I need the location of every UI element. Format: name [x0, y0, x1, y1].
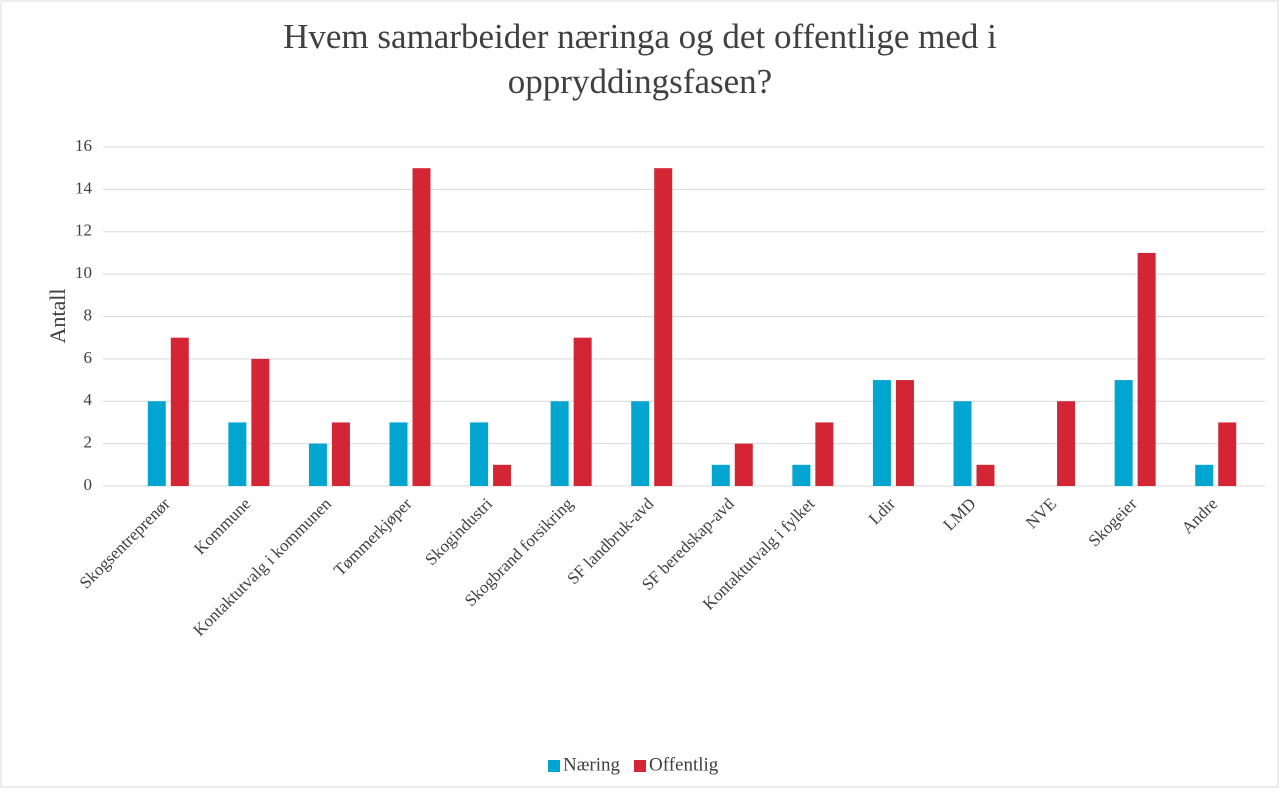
- bar: [654, 168, 673, 486]
- bar: [389, 422, 408, 486]
- bar: [228, 422, 247, 486]
- x-tick-label: LMD: [939, 494, 979, 534]
- y-tick-label: 12: [75, 221, 92, 240]
- bar: [412, 168, 431, 486]
- bar: [815, 422, 834, 486]
- bar: [1195, 464, 1214, 486]
- y-tick-label: 8: [84, 305, 93, 324]
- bar: [895, 380, 914, 486]
- bar: [631, 401, 650, 486]
- y-tick-label: 0: [84, 475, 93, 494]
- bar: [792, 464, 811, 486]
- bar: [550, 401, 569, 486]
- bar: [872, 380, 891, 486]
- bar: [170, 337, 189, 486]
- x-tick-label: Skogindustri: [421, 494, 496, 569]
- y-tick-label: 16: [75, 136, 92, 155]
- bar: [1057, 401, 1076, 486]
- bar: [470, 422, 489, 486]
- y-tick-label: 10: [75, 263, 92, 282]
- bar: [953, 401, 972, 486]
- y-axis-label: Antall: [45, 289, 70, 344]
- bar: [493, 464, 512, 486]
- bar: [1218, 422, 1237, 486]
- x-tick-label: NVE: [1022, 494, 1060, 532]
- bar: [976, 464, 995, 486]
- bar: [251, 358, 270, 486]
- x-tick-label: Ldir: [865, 494, 899, 528]
- legend-swatch: [548, 760, 560, 772]
- y-tick-label: 6: [84, 348, 93, 367]
- x-tick-label: Andre: [1178, 494, 1221, 537]
- bar: [734, 443, 753, 486]
- legend-swatch: [634, 760, 646, 772]
- bar: [308, 443, 327, 486]
- chart-title: Hvem samarbeider næringa og det offentli…: [283, 17, 997, 101]
- bar: [711, 464, 730, 486]
- bar: [1137, 252, 1156, 486]
- legend-label: Næring: [563, 754, 621, 775]
- bar: [147, 401, 166, 486]
- y-tick-label: 14: [75, 178, 93, 197]
- bar: [331, 422, 350, 486]
- x-tick-label: Kontaktutvalg i kommunen: [189, 494, 335, 640]
- x-tick-label: Kommune: [190, 494, 254, 558]
- x-tick-label: Skogsentreprenør: [76, 494, 174, 592]
- y-tick-label: 2: [84, 433, 93, 452]
- y-tick-label: 4: [84, 390, 93, 409]
- legend-label: Offentlig: [649, 754, 719, 775]
- x-tick-label: Tømmerkjøper: [330, 494, 416, 580]
- bar: [573, 337, 592, 486]
- x-tick-label: Skogeier: [1085, 494, 1141, 550]
- bar: [1114, 380, 1133, 486]
